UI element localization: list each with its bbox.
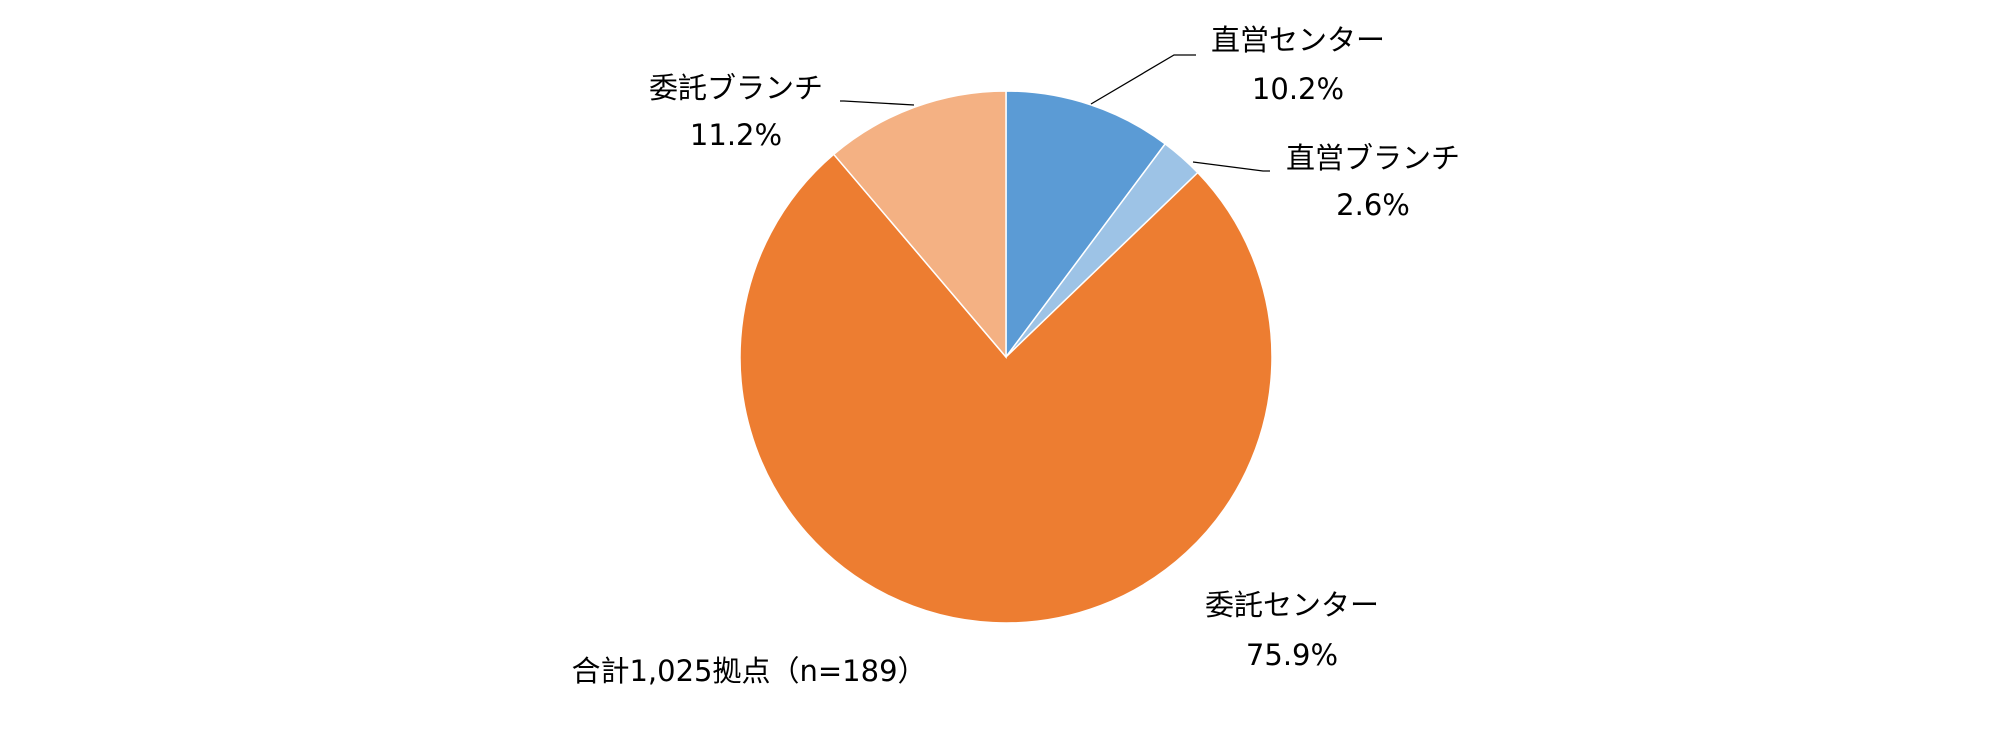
leader-line <box>1192 161 1270 172</box>
pie-slice <box>1005 90 1167 360</box>
value-label: 10.2% <box>1252 72 1344 106</box>
slice-label: 直営ブランチ <box>1286 141 1460 175</box>
slice-label: 直営センター <box>1211 23 1385 57</box>
value-label: 11.2% <box>690 118 782 152</box>
pie-slice <box>739 153 1273 624</box>
slice-label: 委託ブランチ <box>649 71 823 105</box>
slice-label: 委託センター <box>1205 588 1379 622</box>
pie-slice <box>832 90 1007 360</box>
value-label: 2.6% <box>1336 188 1410 222</box>
leader-line <box>840 100 915 106</box>
value-label: 75.9% <box>1246 638 1338 672</box>
annotation: 合計1,025拠点（n=189） <box>571 654 926 688</box>
leader-line <box>1090 54 1196 105</box>
